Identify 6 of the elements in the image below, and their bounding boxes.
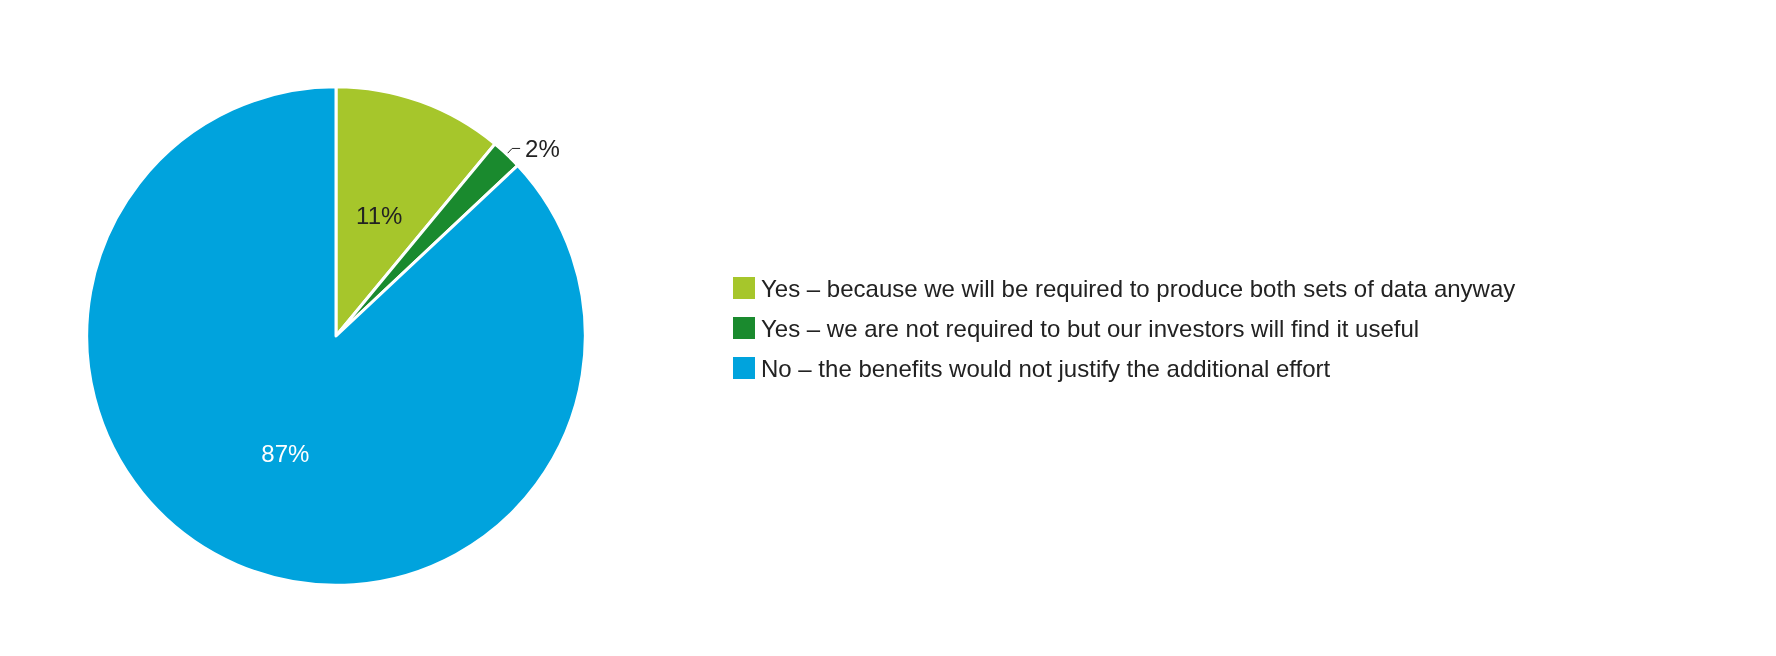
- legend-label: No – the benefits would not justify the additional effort: [761, 354, 1331, 382]
- data-label: 11%: [356, 202, 403, 230]
- legend-label: Yes – we are not required to but our investors will find it useful: [761, 314, 1420, 342]
- legend-label: Yes – because we will be required to produce both sets of data anyway: [761, 274, 1516, 302]
- data-label: 2%: [525, 134, 560, 162]
- data-label: 87%: [261, 439, 310, 467]
